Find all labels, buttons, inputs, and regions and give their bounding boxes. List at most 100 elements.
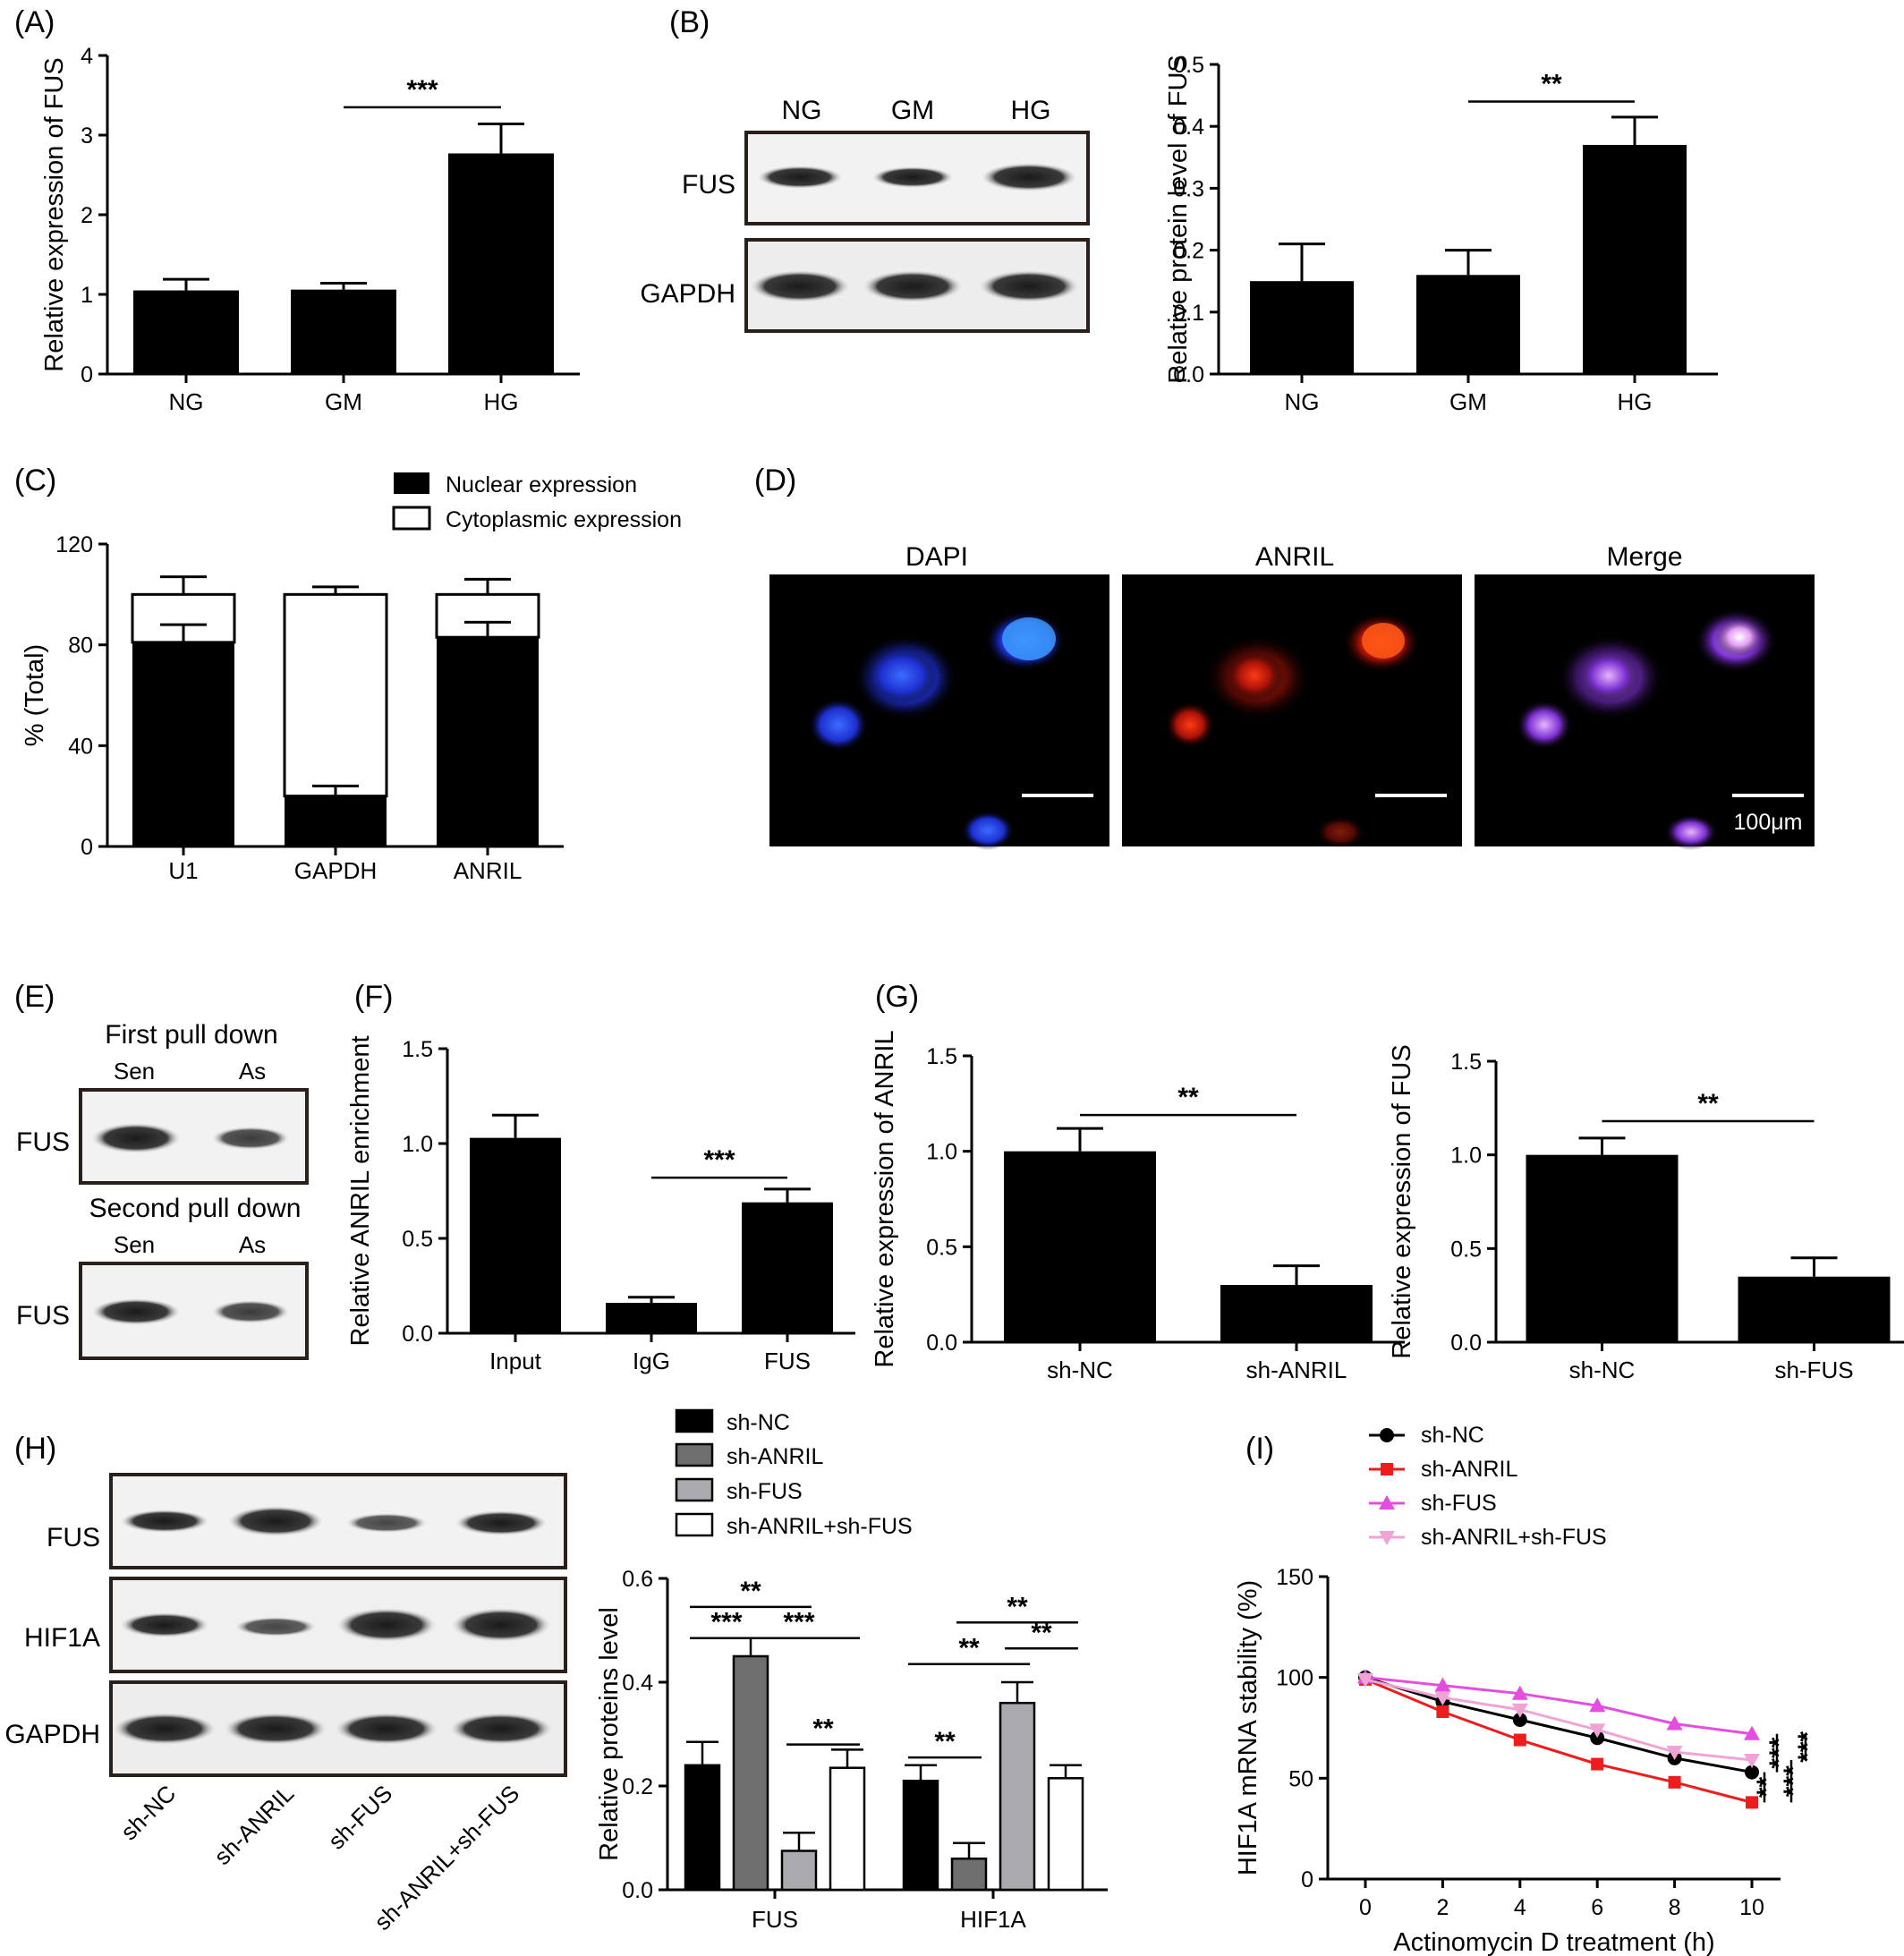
b-y-tick-label: 0.5 (1173, 53, 1204, 78)
i-point (1434, 1691, 1451, 1706)
b-x-tick-label: NG (1285, 388, 1320, 415)
h-bar (732, 1654, 769, 1892)
i-sig-label: ** (1752, 1776, 1781, 1798)
c-y-tick-label: 80 (68, 634, 93, 659)
h-legend-swatch (675, 1477, 714, 1502)
blot-e-row-fus-2: FUS (16, 1301, 70, 1331)
i-point (1744, 1725, 1760, 1740)
blot-e-row-fus-1: FUS (16, 1127, 70, 1157)
h-legend-swatch (675, 1408, 714, 1433)
b-y-tick-label: 0.2 (1173, 239, 1204, 264)
panel-label-d: (D) (754, 463, 796, 498)
band (227, 1506, 324, 1536)
band (979, 270, 1079, 302)
i-legend-label: sh-ANRIL (1421, 1457, 1517, 1482)
blot-h-row-hif1a: HIF1A (24, 1623, 100, 1653)
band (757, 166, 843, 189)
blot-h-lane-shanril: sh-ANRIL (208, 1780, 299, 1870)
band (981, 163, 1077, 191)
panel-label-g: (G) (875, 980, 919, 1014)
mic-label-merge: Merge (1606, 542, 1682, 572)
h-sig-label: ** (934, 1727, 956, 1756)
a-y-tick-label: 1 (81, 283, 93, 308)
mic-label-dapi: DAPI (905, 542, 968, 572)
band (336, 1608, 437, 1642)
b-x-tick-label: GM (1449, 388, 1487, 415)
i-sig-label: *** (1779, 1765, 1808, 1797)
h-sig-label: ** (812, 1714, 834, 1744)
c-bar-nuclear (132, 642, 234, 846)
c-legend-label-cytoplasmic: Cytoplasmic expression (446, 507, 682, 532)
i-point (1666, 1746, 1683, 1761)
i-x-tick-label: 2 (1436, 1895, 1449, 1920)
blot-e-lane-as-2: As (239, 1231, 266, 1258)
band (234, 1617, 317, 1637)
band (120, 1510, 209, 1533)
h-sig-label: ** (1031, 1618, 1052, 1647)
g1-bar (1004, 1151, 1156, 1342)
i-point (1511, 1685, 1528, 1700)
a-x-tick-label: GM (325, 388, 362, 415)
c-bar-nuclear (285, 795, 387, 846)
blot-h-row-fus: FUS (47, 1523, 100, 1552)
a-x-tick-label: HG (484, 388, 519, 415)
g1-y-tick-label: 1.5 (926, 1044, 957, 1069)
blot-h: FUS HIF1A GAPDH sh-NC sh-ANRIL sh-FUS sh… (4, 1473, 567, 1935)
scale-bar-label: 100μm (1734, 810, 1803, 835)
h-legend-label: sh-ANRIL+sh-FUS (727, 1514, 913, 1539)
blot-e: First pull down Sen As FUS Second pull d… (16, 1020, 309, 1360)
h-x-tick-label: HIF1A (960, 1906, 1026, 1933)
f-x-tick-label: Input (489, 1348, 542, 1374)
merge-image: 100μm (1475, 574, 1815, 850)
c-bar-cytoplasmic (283, 592, 388, 798)
band (455, 1510, 548, 1535)
microscopy-d: DAPI ANRIL Merge (769, 542, 1815, 850)
b-y-axis-label: Relative protein level of FUS (1164, 55, 1193, 384)
c-y-tick-label: 40 (68, 734, 93, 759)
c-legend-label-nuclear: Nuclear expression (446, 472, 637, 498)
band (113, 1713, 217, 1745)
a-y-tick-label: 0 (81, 362, 93, 387)
i-series-line (1364, 1676, 1753, 1736)
h-sig-label: ** (958, 1634, 980, 1663)
i-point (1511, 1703, 1528, 1718)
a-bar (448, 153, 554, 374)
c-x-tick-label: ANRIL (454, 857, 523, 884)
g2-y-tick-label: 1.0 (1450, 1144, 1482, 1169)
blot-b-row-fus: FUS (682, 170, 735, 200)
i-legend-label: sh-FUS (1421, 1491, 1497, 1516)
i-point (1666, 1715, 1683, 1731)
blot-h-lane-shnc: sh-NC (115, 1780, 181, 1845)
g2-y-tick-label: 0.5 (1450, 1237, 1482, 1262)
panel-label-a: (A) (14, 5, 55, 39)
g2-bar (1738, 1276, 1891, 1342)
blot-b-lane-gm: GM (891, 96, 934, 125)
i-y-axis-label: HIF1A mRNA stability (%) (1234, 1580, 1262, 1875)
g1-y-tick-label: 0.5 (926, 1235, 957, 1260)
f-y-tick-label: 1.0 (402, 1132, 433, 1157)
blot-b-row-gapdh: GAPDH (640, 279, 735, 309)
h-legend-label: sh-FUS (727, 1479, 803, 1504)
i-point (1434, 1677, 1451, 1692)
mic-label-anril: ANRIL (1255, 542, 1334, 572)
g2-sig-label: ** (1697, 1089, 1719, 1118)
panel-label-i: (I) (1245, 1432, 1274, 1466)
h-bar (1047, 1777, 1084, 1892)
g1-y-tick-label: 1.0 (926, 1140, 957, 1165)
i-point (1512, 1712, 1527, 1727)
g2-x-tick-label: sh-NC (1569, 1356, 1636, 1383)
h-bar (999, 1701, 1036, 1892)
h-x-tick-label: FUS (752, 1906, 798, 1933)
h-sig-label: *** (710, 1608, 742, 1637)
i-point (1513, 1733, 1526, 1747)
band (335, 1713, 438, 1745)
blot-e-lane-as-1: As (239, 1058, 266, 1084)
f-bar (606, 1303, 697, 1333)
h-legend-swatch (675, 1442, 714, 1467)
c-x-tick-label: U1 (168, 857, 198, 884)
h-bar (780, 1850, 818, 1892)
panel-label-h: (H) (14, 1432, 56, 1466)
a-bar (133, 290, 239, 374)
g1-x-tick-label: sh-ANRIL (1246, 1356, 1347, 1383)
